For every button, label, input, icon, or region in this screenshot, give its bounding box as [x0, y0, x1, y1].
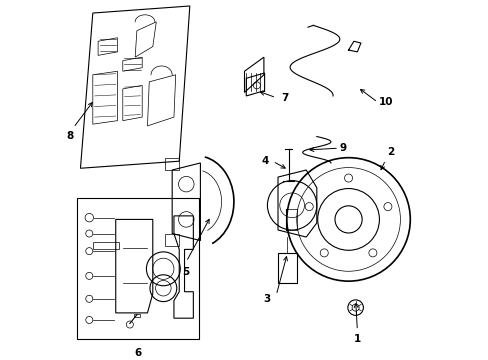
Text: 2: 2 — [386, 147, 393, 157]
Text: 3: 3 — [263, 294, 270, 304]
Bar — [165, 234, 179, 246]
Text: 7: 7 — [281, 93, 288, 103]
Bar — [165, 158, 179, 170]
Text: 1: 1 — [353, 334, 360, 344]
Text: 8: 8 — [66, 131, 73, 141]
Text: 5: 5 — [183, 267, 189, 277]
Text: 4: 4 — [261, 156, 268, 166]
Bar — [134, 314, 140, 317]
Bar — [77, 198, 198, 339]
Text: 10: 10 — [378, 97, 392, 107]
Bar — [93, 242, 119, 249]
Text: 6: 6 — [134, 348, 141, 358]
Bar — [278, 253, 297, 283]
Text: 9: 9 — [339, 143, 346, 153]
